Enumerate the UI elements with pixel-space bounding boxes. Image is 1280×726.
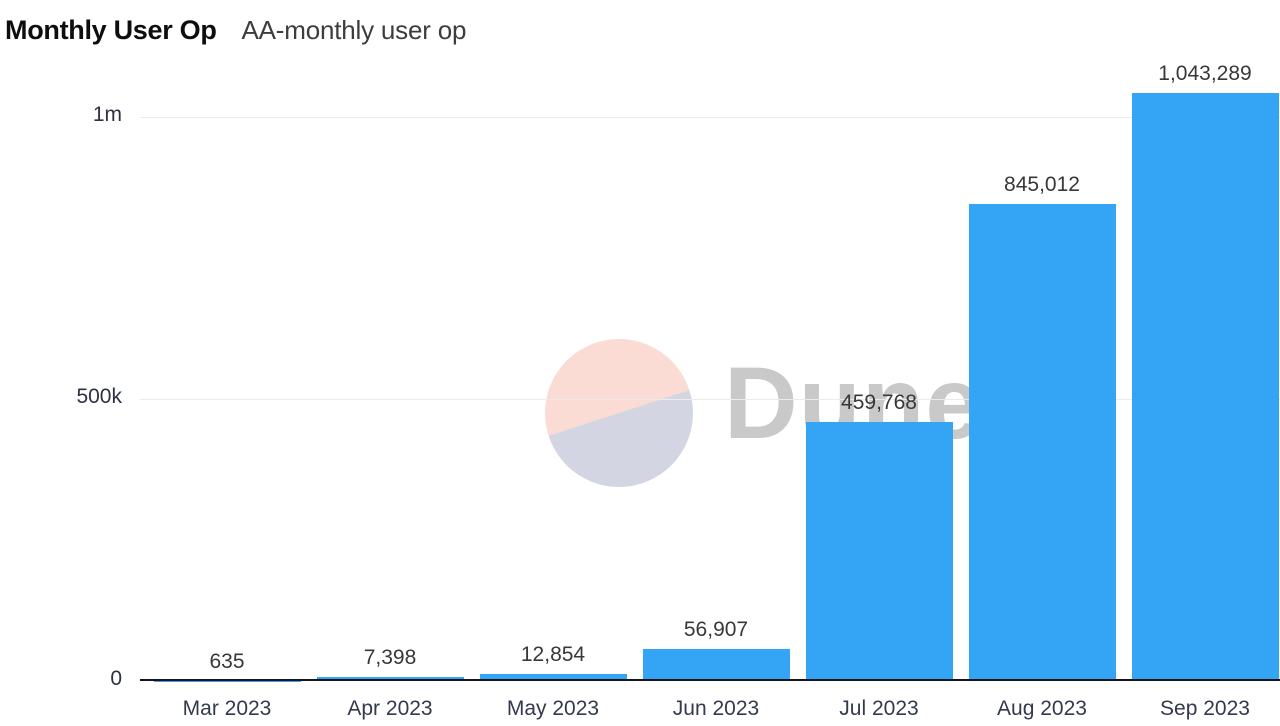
- bar-jul-2023[interactable]: [805, 421, 953, 681]
- gridline-1m: [140, 116, 1280, 118]
- x-axis-label-apr-2023: Apr 2023: [347, 697, 433, 720]
- bar-may-2023[interactable]: [479, 673, 627, 681]
- x-axis-label-aug-2023: Aug 2023: [997, 697, 1087, 720]
- bar-value-label-sep-2023: 1,043,289: [1158, 61, 1252, 85]
- bar-value-label-jul-2023: 459,768: [841, 390, 917, 414]
- x-axis-line: [140, 679, 1280, 682]
- x-axis-label-may-2023: May 2023: [506, 697, 600, 720]
- bar-apr-2023[interactable]: [316, 676, 464, 681]
- bar-jun-2023[interactable]: [642, 648, 790, 681]
- gridline-500k: [140, 398, 1280, 400]
- dune-logo-circle-icon: [545, 339, 693, 487]
- bar-value-label-aug-2023: 845,012: [1004, 173, 1080, 197]
- chart-subtitle: AA-monthly user op: [241, 15, 467, 45]
- x-axis-label-sep-2023: Sep 2023: [1160, 697, 1250, 720]
- y-axis-tick-0: 0: [110, 667, 122, 690]
- chart-title: Monthly User Op: [5, 15, 217, 45]
- y-axis-tick-500k: 500k: [76, 385, 122, 408]
- x-axis-label-jun-2023: Jun 2023: [672, 697, 760, 720]
- x-axis-label-jul-2023: Jul 2023: [839, 697, 919, 720]
- bar-sep-2023[interactable]: [1131, 92, 1279, 681]
- bar-value-label-apr-2023: 7,398: [363, 645, 417, 669]
- bar-aug-2023[interactable]: [968, 204, 1116, 681]
- y-axis-tick-1m: 1m: [92, 103, 122, 126]
- bar-value-label-mar-2023: 635: [209, 649, 245, 673]
- x-axis-label-mar-2023: Mar 2023: [182, 697, 272, 720]
- bar-value-label-may-2023: 12,854: [520, 642, 586, 666]
- bar-value-label-jun-2023: 56,907: [683, 617, 749, 641]
- chart-header: Monthly User Op AA-monthly user op: [5, 15, 466, 46]
